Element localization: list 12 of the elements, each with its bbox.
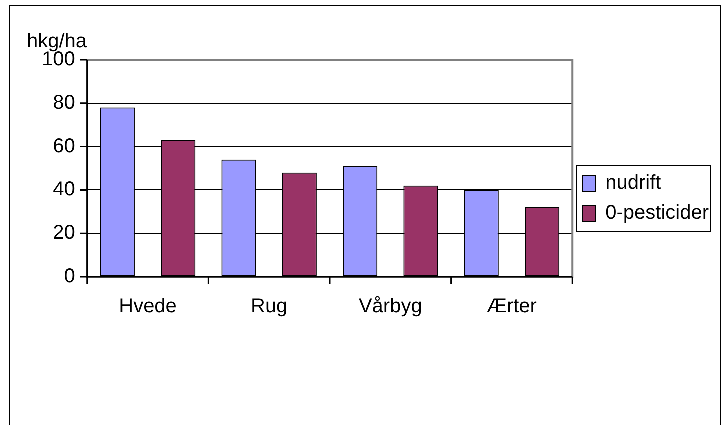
y-tick-label: 60 [53, 135, 76, 158]
x-tick-label: Hvede [119, 296, 177, 318]
legend-label: 0-pesticider [606, 202, 710, 224]
y-tick-label: 80 [53, 92, 76, 114]
y-tick-label: 40 [53, 178, 76, 201]
x-tick-label: Ærter [486, 296, 538, 318]
x-tick-label: Rug [250, 296, 288, 318]
y-tick-label: 20 [53, 222, 76, 244]
y-tick-label: 0 [64, 266, 76, 288]
x-tick-label: Vårbyg [358, 296, 422, 318]
y-axis-title: hkg/ha [27, 30, 88, 53]
legend-label: nudrift [606, 172, 662, 194]
